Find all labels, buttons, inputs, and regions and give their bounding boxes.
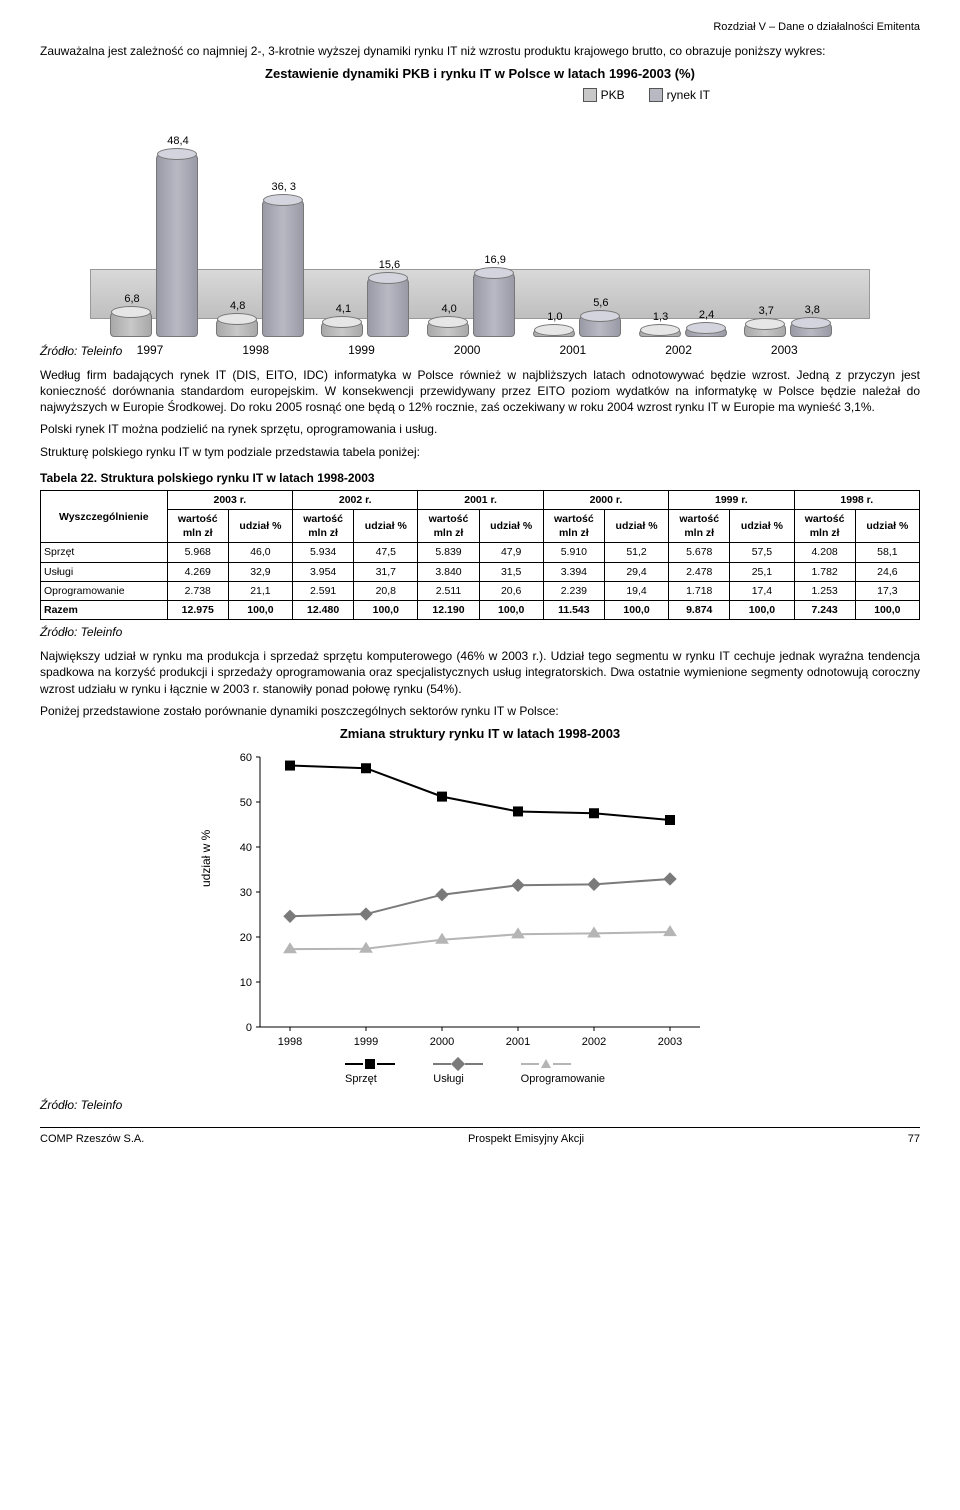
svg-text:0: 0 bbox=[246, 1022, 252, 1034]
svg-text:2003: 2003 bbox=[658, 1036, 682, 1048]
linechart-title: Zmiana struktury rynku IT w latach 1998-… bbox=[40, 725, 920, 743]
bar-year-label: 2003 bbox=[734, 342, 834, 358]
bar-pkb: 3,7 bbox=[744, 323, 786, 337]
bar-rynek: 16,9 bbox=[473, 272, 515, 336]
legend-item: Sprzęt bbox=[345, 1057, 403, 1087]
bar-pkb: 4,8 bbox=[216, 318, 258, 336]
svg-text:20: 20 bbox=[240, 932, 252, 944]
footer-center: Prospekt Emisyjny Akcji bbox=[468, 1132, 584, 1147]
linechart-source: Źródło: Teleinfo bbox=[40, 1097, 920, 1113]
bar-rynek: 3,8 bbox=[790, 322, 832, 336]
footer-left: COMP Rzeszów S.A. bbox=[40, 1132, 144, 1147]
page-footer: COMP Rzeszów S.A. Prospekt Emisyjny Akcj… bbox=[40, 1127, 920, 1147]
svg-text:60: 60 bbox=[240, 752, 252, 764]
svg-text:30: 30 bbox=[240, 887, 252, 899]
paragraph-5: Największy udział w rynku ma produkcja i… bbox=[40, 648, 920, 697]
bar-year-label: 1998 bbox=[206, 342, 306, 358]
barchart-title: Zestawienie dynamiki PKB i rynku IT w Po… bbox=[40, 65, 920, 83]
page-header: Rozdział V – Dane o działalności Emitent… bbox=[40, 20, 920, 35]
linechart-legend: Sprzęt Usługi Oprogramowanie bbox=[345, 1057, 615, 1087]
svg-text:50: 50 bbox=[240, 797, 252, 809]
bar-chart: PKB rynek IT 48,46,8199736, 34,8199815,6… bbox=[90, 87, 870, 337]
svg-text:1998: 1998 bbox=[278, 1036, 302, 1048]
bar-pkb: 6,8 bbox=[110, 311, 152, 337]
bar-pkb: 1,3 bbox=[639, 329, 681, 337]
paragraph-6: Poniżej przedstawione zostało porównanie… bbox=[40, 703, 920, 719]
bar-year-label: 2000 bbox=[417, 342, 517, 358]
svg-text:2001: 2001 bbox=[506, 1036, 530, 1048]
bar-pkb: 4,0 bbox=[427, 321, 469, 336]
bar-year-label: 1997 bbox=[100, 342, 200, 358]
table-row: Usługi4.26932,93.95431,73.84031,53.39429… bbox=[41, 562, 920, 581]
bar-year-label: 2002 bbox=[629, 342, 729, 358]
legend-item: Oprogramowanie bbox=[521, 1057, 615, 1087]
bar-rynek: 2,4 bbox=[685, 327, 727, 336]
line-chart: udział w % 01020304050601998199920002001… bbox=[210, 747, 750, 1087]
bar-pkb: 1,0 bbox=[533, 329, 575, 337]
svg-text:10: 10 bbox=[240, 977, 252, 989]
data-table: Wyszczególnienie2003 r.2002 r.2001 r.200… bbox=[40, 490, 920, 620]
svg-text:2000: 2000 bbox=[430, 1036, 454, 1048]
svg-text:1999: 1999 bbox=[354, 1036, 378, 1048]
bar-rynek: 5,6 bbox=[579, 315, 621, 336]
bar-pkb: 4,1 bbox=[321, 321, 363, 337]
paragraph-4: Strukturę polskiego rynku IT w tym podzi… bbox=[40, 444, 920, 460]
svg-text:40: 40 bbox=[240, 842, 252, 854]
bar-rynek: 48,4 bbox=[156, 153, 198, 337]
bar-rynek: 36, 3 bbox=[262, 199, 304, 337]
table-row: Razem12.975100,012.480100,012.190100,011… bbox=[41, 600, 920, 619]
intro-paragraph: Zauważalna jest zależność co najmniej 2-… bbox=[40, 43, 920, 59]
svg-text:2002: 2002 bbox=[582, 1036, 606, 1048]
paragraph-2: Według firm badających rynek IT (DIS, EI… bbox=[40, 367, 920, 416]
table-caption: Tabela 22. Struktura polskiego rynku IT … bbox=[40, 470, 920, 486]
bar-year-label: 1999 bbox=[311, 342, 411, 358]
table-row: Oprogramowanie2.73821,12.59120,82.51120,… bbox=[41, 581, 920, 600]
table-row: Sprzęt5.96846,05.93447,55.83947,95.91051… bbox=[41, 543, 920, 562]
bar-year-label: 2001 bbox=[523, 342, 623, 358]
legend-item: Usługi bbox=[433, 1057, 490, 1087]
bar-rynek: 15,6 bbox=[367, 277, 409, 336]
paragraph-3: Polski rynek IT można podzielić na rynek… bbox=[40, 421, 920, 437]
footer-right: 77 bbox=[908, 1132, 920, 1147]
table-source: Źródło: Teleinfo bbox=[40, 624, 920, 640]
